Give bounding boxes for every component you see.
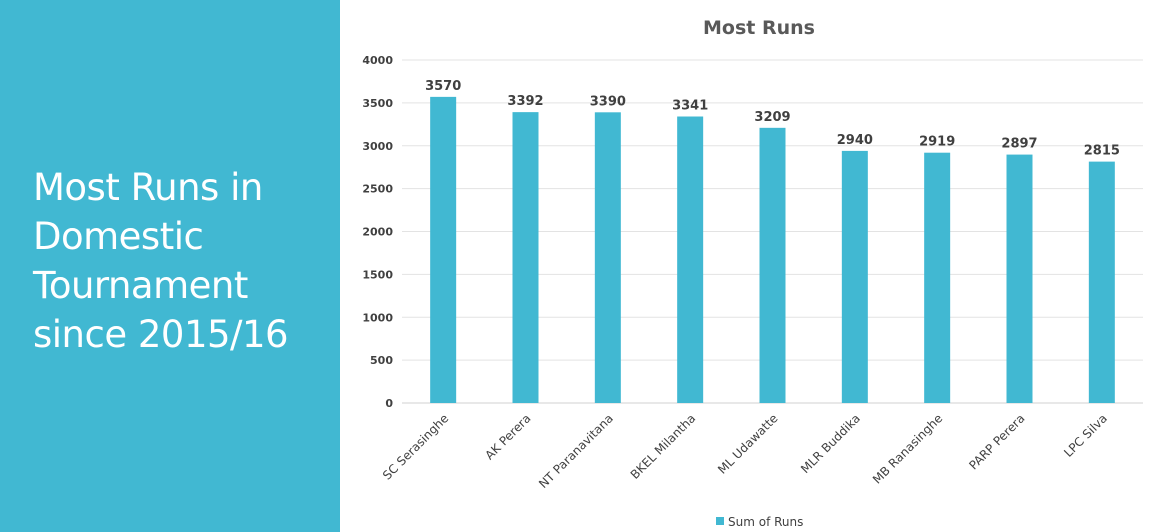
data-label: 3390	[590, 94, 626, 109]
bar	[759, 127, 786, 403]
side-panel: Most Runs in Domestic Tournament since 2…	[0, 0, 340, 532]
bars	[430, 96, 1115, 404]
x-tick-label: SC Serasinghe	[380, 411, 451, 482]
chart-area: Most Runs 0 500 1000 1500 2000 2500 3000 3500 40…	[340, 0, 1159, 532]
data-label: 3209	[754, 110, 790, 125]
y-tick-label: 3500	[362, 97, 393, 110]
data-label: 3570	[425, 79, 461, 94]
data-label: 3341	[672, 99, 708, 114]
bar	[512, 112, 539, 404]
x-tick-label: ML Udawatte	[715, 411, 780, 476]
legend-swatch	[716, 517, 724, 525]
x-tick-label: AK Perera	[482, 411, 533, 462]
x-tick-label: BKEL Milantha	[628, 411, 699, 482]
bar	[1088, 161, 1115, 403]
x-tick-label: PARP Perera	[966, 411, 1027, 472]
bar	[924, 152, 951, 403]
x-axis-ticks: SC Serasinghe AK Perera NT Paranavitana BKE…	[380, 411, 1110, 491]
bar	[677, 116, 704, 403]
bar	[594, 112, 621, 404]
x-tick-label: MB Ranasinghe	[870, 411, 945, 486]
bar	[430, 96, 457, 403]
y-tick-label: 2500	[362, 183, 393, 196]
slide-title: Most Runs in Domestic Tournament since 2…	[33, 166, 289, 356]
data-label: 2919	[919, 135, 955, 150]
x-tick-label: MLR Buddika	[798, 411, 863, 476]
y-tick-label: 3000	[362, 140, 393, 153]
y-tick-label: 500	[370, 354, 393, 367]
x-tick-label: NT Paranavitana	[536, 411, 616, 491]
bar	[1006, 154, 1033, 403]
y-tick-label: 4000	[362, 54, 393, 67]
data-label: 3392	[507, 94, 543, 109]
data-label: 2815	[1084, 144, 1120, 159]
data-labels: 3570 3392 3390 3341 3209 2940 2919 2897 2815	[425, 79, 1120, 159]
data-label: 2940	[837, 133, 873, 148]
x-tick-label: LPC Silva	[1061, 411, 1110, 460]
bar	[841, 150, 868, 403]
y-axis-ticks: 0 500 1000 1500 2000 2500 3000 3500 4000	[362, 54, 393, 410]
bar-chart: Most Runs 0 500 1000 1500 2000 2500 3000 3500 40…	[362, 17, 1143, 529]
y-tick-label: 0	[385, 397, 393, 410]
data-label: 2897	[1001, 137, 1037, 152]
legend: Sum of Runs	[716, 515, 803, 529]
y-tick-label: 1500	[362, 268, 393, 281]
legend-label: Sum of Runs	[728, 515, 803, 529]
y-tick-label: 2000	[362, 226, 393, 239]
chart-title: Most Runs	[703, 17, 815, 39]
y-tick-label: 1000	[362, 311, 393, 324]
